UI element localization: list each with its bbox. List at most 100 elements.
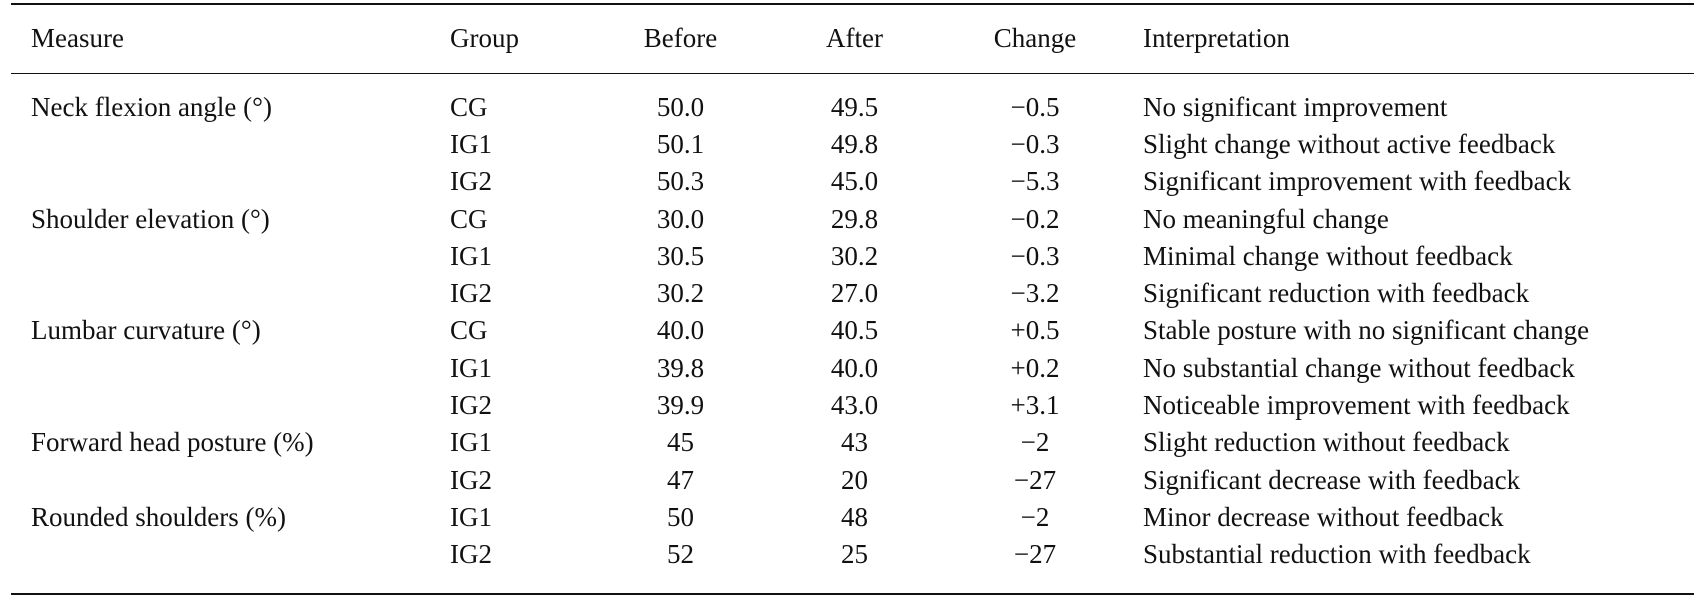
results-table: Measure Group Before After Change Interp… (11, 0, 1694, 573)
cell-after: 40.0 (830, 352, 879, 383)
cell-before: 40.0 (656, 315, 705, 346)
table-row: Lumbar curvature (°) CG 40.0 40.5 +0.5 Stable… (11, 312, 1694, 349)
cell-measure (11, 386, 450, 423)
cell-after: 30.2 (830, 240, 879, 271)
cell-group: IG2 (450, 390, 492, 421)
cell-after: 20 (841, 464, 868, 495)
cell-group: IG1 (450, 240, 492, 271)
cell-after: 43 (841, 427, 868, 458)
cell-interpretation: Significant improvement with feedback (1143, 166, 1572, 197)
table-row: IG2 30.2 27.0 −3.2 Significant reduction wit… (11, 274, 1694, 311)
cell-after: 49.5 (830, 91, 879, 122)
header-measure: Measure (31, 23, 124, 53)
cell-change: −5.3 (1010, 166, 1060, 197)
cell-after: 43.0 (830, 390, 879, 421)
cell-group: IG2 (450, 278, 492, 309)
cell-interpretation: Slight change without active feedback (1143, 128, 1556, 159)
cell-before: 30.2 (656, 278, 705, 309)
cell-group: CG (450, 91, 488, 122)
cell-after: 45.0 (830, 166, 879, 197)
cell-interpretation: No significant improvement (1143, 91, 1448, 122)
cell-change: −27 (1013, 539, 1057, 570)
cell-measure (11, 536, 450, 573)
cell-group: IG1 (450, 352, 492, 383)
cell-group: IG1 (450, 128, 492, 159)
cell-measure (11, 125, 450, 162)
cell-change: +3.1 (1010, 390, 1060, 421)
cell-interpretation: Minor decrease without feedback (1143, 501, 1504, 532)
cell-after: 25 (841, 539, 868, 570)
cell-interpretation: Significant reduction with feedback (1143, 278, 1530, 309)
cell-before: 45 (667, 427, 694, 458)
header-before: Before (643, 23, 718, 53)
cell-before: 30.5 (656, 240, 705, 271)
cell-change: +0.2 (1010, 352, 1060, 383)
table-row: Forward head posture (%) IG1 45 43 −2 Slight … (11, 424, 1694, 461)
table-row: Rounded shoulders (%) IG1 50 48 −2 Minor decr… (11, 498, 1694, 535)
table-row: IG1 50.1 49.8 −0.3 Slight change without act… (11, 125, 1694, 162)
cell-measure: Neck flexion angle (°) (31, 91, 272, 122)
cell-measure (11, 163, 450, 200)
cell-after: 29.8 (830, 203, 879, 234)
cell-change: −0.3 (1010, 128, 1060, 159)
cell-measure: Lumbar curvature (°) (31, 315, 261, 346)
cell-change: −27 (1013, 464, 1057, 495)
cell-before: 47 (667, 464, 694, 495)
cell-change: −2 (1020, 501, 1050, 532)
cell-after: 48 (841, 501, 868, 532)
cell-measure (11, 461, 450, 498)
cell-change: −0.3 (1010, 240, 1060, 271)
cell-group: CG (450, 203, 488, 234)
cell-before: 50 (667, 501, 694, 532)
cell-interpretation: Stable posture with no significant chang… (1143, 315, 1590, 346)
cell-group: CG (450, 315, 488, 346)
cell-before: 39.9 (656, 390, 705, 421)
cell-change: −0.5 (1010, 91, 1060, 122)
cell-group: IG2 (450, 166, 492, 197)
header-group: Group (450, 23, 519, 53)
cell-measure: Rounded shoulders (%) (31, 501, 286, 532)
table-row: IG1 30.5 30.2 −0.3 Minimal change without fe… (11, 237, 1694, 274)
cell-group: IG1 (450, 501, 492, 532)
cell-group: IG1 (450, 427, 492, 458)
cell-change: −2 (1020, 427, 1050, 458)
table-row: IG2 52 25 −27 Substantial reduction with fee… (11, 536, 1694, 573)
cell-change: −0.2 (1010, 203, 1060, 234)
cell-measure (11, 237, 450, 274)
cell-interpretation: Substantial reduction with feedback (1143, 539, 1531, 570)
cell-after: 27.0 (830, 278, 879, 309)
cell-change: +0.5 (1010, 315, 1060, 346)
cell-measure (11, 274, 450, 311)
cell-before: 50.3 (656, 166, 705, 197)
cell-interpretation: Slight reduction without feedback (1143, 427, 1510, 458)
cell-group: IG2 (450, 464, 492, 495)
header-after: After (826, 23, 883, 53)
header-row: Measure Group Before After Change Interp… (11, 0, 1694, 73)
table-row: IG1 39.8 40.0 +0.2 No substantial change wit… (11, 349, 1694, 386)
table-header: Measure Group Before After Change Interp… (11, 0, 1694, 73)
body-spacer (11, 73, 1694, 88)
cell-interpretation: No substantial change without feedback (1143, 352, 1575, 383)
cell-after: 40.5 (830, 315, 879, 346)
table-row: Shoulder elevation (°) CG 30.0 29.8 −0.2 No m… (11, 200, 1694, 237)
table-row: IG2 50.3 45.0 −5.3 Significant improvement w… (11, 163, 1694, 200)
cell-before: 50.0 (656, 91, 705, 122)
cell-change: −3.2 (1010, 278, 1060, 309)
cell-measure (11, 349, 450, 386)
top-rule (11, 3, 1694, 5)
cell-before: 30.0 (656, 203, 705, 234)
cell-after: 49.8 (830, 128, 879, 159)
cell-group: IG2 (450, 539, 492, 570)
cell-before: 39.8 (656, 352, 705, 383)
cell-interpretation: Noticeable improvement with feedback (1143, 390, 1570, 421)
cell-before: 52 (667, 539, 694, 570)
header-interpretation: Interpretation (1143, 23, 1290, 53)
cell-before: 50.1 (656, 128, 705, 159)
bottom-rule (11, 593, 1694, 595)
table-body: Neck flexion angle (°) CG 50.0 49.5 −0.5 No s… (11, 73, 1694, 573)
header-rule (11, 73, 1694, 75)
cell-interpretation: Minimal change without feedback (1143, 240, 1513, 271)
header-change: Change (993, 23, 1077, 53)
cell-interpretation: Significant decrease with feedback (1143, 464, 1521, 495)
